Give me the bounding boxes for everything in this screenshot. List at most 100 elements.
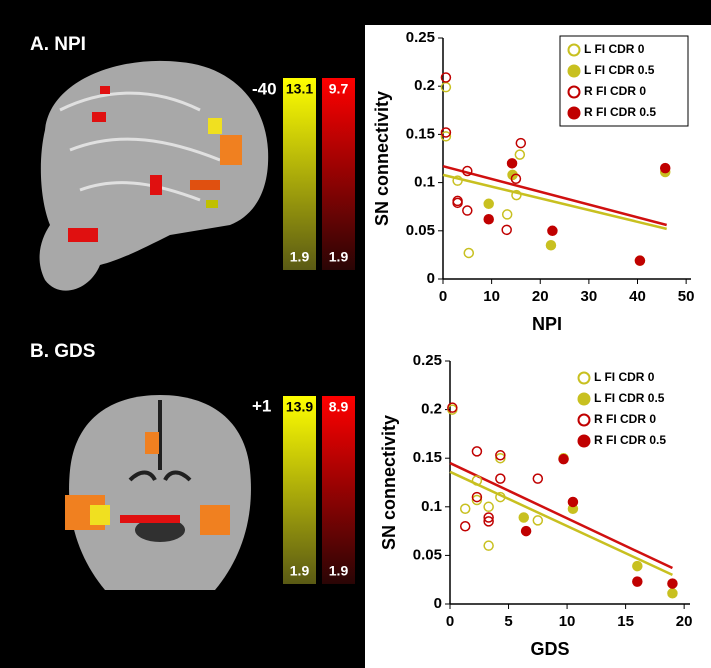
y-tick-label: 0.25 (406, 29, 435, 46)
legend-box (559, 35, 689, 127)
x-tick-label: 20 (532, 288, 549, 305)
point (632, 576, 643, 587)
legend-marker (567, 106, 581, 120)
point (440, 131, 452, 142)
point (501, 209, 513, 220)
point (495, 452, 506, 464)
y-tick-label: 0.1 (421, 498, 442, 515)
point (495, 450, 506, 461)
point (514, 149, 526, 160)
x-tick-label: 0 (439, 288, 447, 305)
colorbar (322, 396, 355, 584)
brain-sagittal (39, 60, 269, 291)
point (483, 213, 494, 225)
y-tick-label: 0 (434, 595, 442, 612)
point (634, 255, 646, 266)
legend-label: R FI CDR 0.5 (594, 433, 666, 447)
point (515, 137, 527, 149)
legend-label: R FI CDR 0.5 (584, 105, 656, 119)
colorbar-max: 13.1 (286, 81, 313, 97)
legend-label: L FI CDR 0 (584, 42, 645, 56)
colorbar-min: 1.9 (290, 563, 310, 579)
slice-label: -40 (252, 79, 277, 98)
point (667, 578, 678, 589)
panel-label: A. NPI (30, 34, 86, 55)
y-tick-label: 0.25 (413, 352, 442, 369)
fit-line (442, 173, 667, 231)
point (483, 512, 494, 523)
x-axis-label: NPI (532, 314, 562, 334)
x-tick-label: 20 (676, 613, 693, 630)
point (510, 173, 522, 184)
x-tick-label: 50 (678, 288, 695, 305)
point (545, 240, 557, 251)
point (483, 516, 494, 527)
fit-line (449, 470, 673, 576)
point (501, 224, 512, 236)
point (483, 540, 494, 551)
y-tick-label: 0.15 (406, 125, 435, 142)
point (659, 162, 671, 174)
point (483, 501, 494, 513)
y-tick-label: 0 (427, 270, 435, 287)
point (532, 473, 544, 484)
y-tick-label: 0.15 (413, 449, 442, 466)
brain-coronal (65, 395, 251, 590)
colorbar-min: 1.9 (290, 249, 310, 265)
point (567, 496, 579, 508)
point (471, 446, 483, 457)
legend-marker (577, 434, 591, 448)
legend-label: R FI CDR 0 (594, 412, 656, 426)
colorbar-max: 13.9 (286, 399, 313, 415)
y-axis-label: SN connectivity (372, 91, 392, 226)
x-tick-label: 10 (559, 613, 576, 630)
x-tick-label: 5 (504, 613, 512, 630)
point (471, 491, 483, 503)
colorbar (322, 78, 355, 270)
x-tick-label: 10 (483, 288, 500, 305)
panel-label: B. GDS (30, 341, 95, 362)
point (471, 475, 483, 486)
point (459, 503, 471, 514)
point (440, 127, 452, 138)
colorbar-max: 9.7 (329, 81, 349, 97)
legend-marker (567, 85, 581, 99)
plot-background (365, 25, 711, 668)
legend-marker (577, 392, 591, 406)
colorbar (283, 78, 316, 270)
point (462, 205, 473, 216)
point (558, 453, 569, 465)
colorbar-min: 1.9 (329, 563, 349, 579)
point (440, 72, 452, 83)
point (667, 588, 678, 599)
point (452, 197, 463, 209)
legend-marker (567, 43, 581, 57)
y-tick-label: 0.1 (414, 174, 435, 191)
point (462, 165, 473, 177)
point (506, 158, 518, 169)
point (459, 520, 471, 532)
legend-label: L FI CDR 0.5 (584, 63, 655, 77)
legend-marker (567, 64, 581, 78)
legend-label: L FI CDR 0 (594, 370, 655, 384)
point (632, 560, 643, 572)
point (520, 525, 532, 537)
point (471, 494, 483, 506)
y-tick-label: 0.05 (413, 546, 442, 563)
point (452, 175, 463, 186)
fit-line (449, 461, 673, 570)
x-axis-label: GDS (530, 639, 569, 659)
fit-line (442, 165, 668, 227)
x-tick-label: 15 (617, 613, 634, 630)
colorbar-max: 8.9 (329, 399, 349, 415)
point (532, 515, 544, 526)
legend-label: L FI CDR 0.5 (594, 391, 665, 405)
x-tick-label: 30 (581, 288, 598, 305)
point (518, 512, 530, 523)
x-tick-label: 0 (446, 613, 454, 630)
point (547, 225, 558, 237)
y-tick-label: 0.2 (414, 77, 435, 94)
colorbar-min: 1.9 (329, 249, 349, 265)
legend-label: R FI CDR 0 (584, 84, 646, 98)
